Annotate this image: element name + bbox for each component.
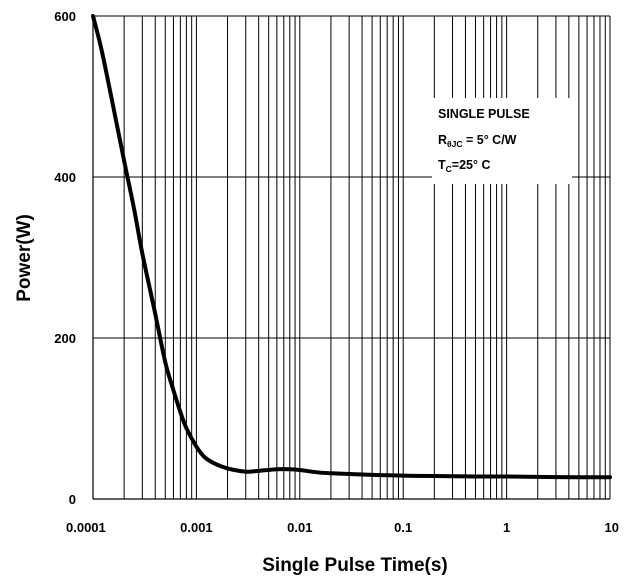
y-axis-title: Power(W) bbox=[14, 214, 35, 302]
x-tick-label: 1 bbox=[503, 520, 510, 535]
annotation-line-2-rest: = 5° C/W bbox=[463, 133, 517, 147]
annotation-box: SINGLE PULSE RθJC = 5° C/W TC=25° C bbox=[438, 107, 530, 174]
x-tick-label: 0.1 bbox=[394, 520, 412, 535]
x-tick-label: 10 bbox=[605, 520, 619, 535]
annotation-line-2-main: R bbox=[438, 133, 447, 147]
power-curve bbox=[91, 14, 612, 480]
annotation-line-2: RθJC = 5° C/W bbox=[438, 133, 517, 149]
y-tick-label: 0 bbox=[69, 492, 76, 507]
x-axis-title: Single Pulse Time(s) bbox=[262, 555, 447, 576]
annotation-line-3-rest: =25° C bbox=[452, 158, 491, 172]
annotation-line-3-sub: C bbox=[446, 164, 452, 174]
x-grid-lines bbox=[92, 16, 611, 499]
annotation-background bbox=[432, 98, 572, 184]
y-tick-label: 600 bbox=[54, 9, 76, 24]
annotation-line-2-sub: θJC bbox=[447, 139, 462, 149]
annotation-line-3-main: T bbox=[438, 158, 446, 172]
x-tick-label: 0.01 bbox=[287, 520, 312, 535]
x-tick-label: 0.0001 bbox=[66, 520, 106, 535]
y-tick-labels: 0 200 400 600 bbox=[54, 9, 76, 507]
y-grid-lines bbox=[92, 15, 610, 500]
annotation-line-1: SINGLE PULSE bbox=[438, 107, 530, 121]
y-tick-label: 200 bbox=[54, 331, 76, 346]
x-tick-labels: 0.0001 0.001 0.01 0.1 1 10 bbox=[66, 520, 619, 535]
y-tick-label: 400 bbox=[54, 170, 76, 185]
x-tick-label: 0.001 bbox=[180, 520, 213, 535]
annotation-line-3: TC=25° C bbox=[438, 158, 490, 174]
